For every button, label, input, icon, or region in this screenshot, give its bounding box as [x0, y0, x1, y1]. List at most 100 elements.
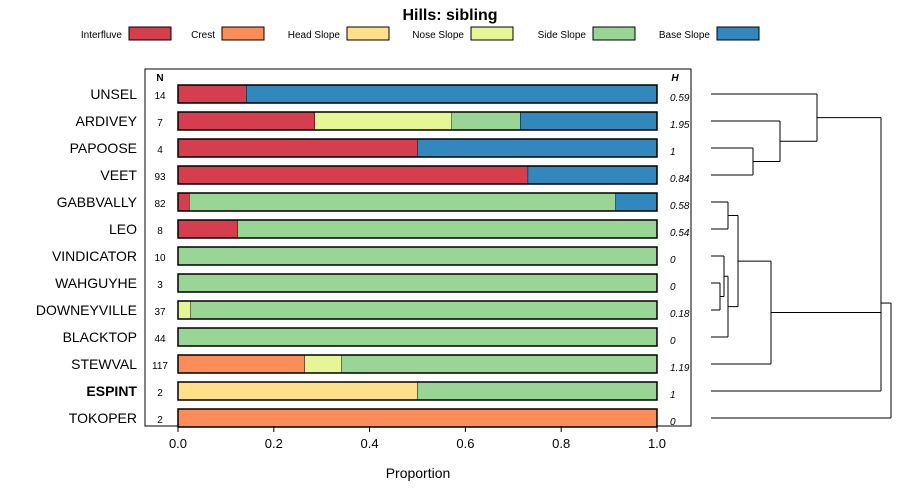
row-h-value: 0 [670, 282, 676, 293]
legend-swatch-nose-slope [470, 26, 514, 41]
bar-segment-interfluve [178, 112, 315, 130]
bar-segment-crest [178, 355, 305, 373]
row-ardivey: ARDIVEY 7 1.95 [76, 111, 690, 131]
bar-segment-side-slope [417, 382, 657, 400]
row-label: DOWNEYVILLE [36, 302, 137, 318]
bar-segment-crest [178, 409, 657, 427]
bar-segment-nose-slope [314, 112, 452, 130]
row-label: STEWVAL [71, 356, 137, 372]
bar-outline [177, 165, 658, 185]
row-h-value: 0 [670, 336, 676, 347]
bar-segment-side-slope [190, 301, 658, 319]
x-tick-label: 0.8 [552, 436, 570, 451]
row-n-value: 14 [154, 91, 166, 102]
bar-segment-interfluve [178, 139, 418, 157]
row-wahguyhe: WAHGUYHE 3 0 [55, 273, 676, 293]
bar-segment-base-slope [246, 85, 657, 103]
row-n-value: 82 [154, 199, 166, 210]
bar-segment-side-slope [451, 112, 521, 130]
row-h-value: 0.84 [670, 174, 690, 185]
row-label: GABBVALLY [57, 194, 138, 210]
row-label: LEO [109, 221, 137, 237]
legend-swatch-crest [221, 26, 265, 41]
legend-swatch-interfluve [128, 26, 172, 41]
row-h-value: 0.58 [670, 201, 690, 212]
row-label: WAHGUYHE [55, 275, 137, 291]
legend-label-side-slope: Side Slope [538, 30, 587, 41]
bar-segment-head-slope [178, 382, 418, 400]
bar-segment-side-slope [178, 328, 657, 346]
bar-segment-side-slope [189, 193, 616, 211]
bar-segment-side-slope [178, 247, 657, 265]
row-n-value: 8 [157, 226, 163, 237]
row-label: TOKOPER [69, 410, 137, 426]
row-espint: ESPINT 2 1 [86, 381, 676, 401]
row-n-value: 10 [154, 253, 166, 264]
row-n-value: 2 [157, 388, 163, 399]
row-papoose: PAPOOSE 4 1 [70, 138, 676, 158]
dendrogram [711, 93, 892, 419]
x-tick-label: 0.6 [456, 436, 474, 451]
row-n-value: 117 [152, 361, 168, 372]
row-n-value: 44 [154, 334, 166, 345]
legend-swatch-side-slope [592, 26, 636, 41]
row-n-value: 2 [157, 415, 163, 426]
row-label: ARDIVEY [76, 113, 138, 129]
x-axis: 0.0 0.2 0.4 0.6 0.8 1.0 [169, 426, 666, 451]
x-tick-label: 0.0 [169, 436, 187, 451]
row-label: BLACKTOP [63, 329, 137, 345]
legend-label-crest: Crest [191, 30, 215, 41]
row-n-value: 3 [157, 280, 163, 291]
bar-segment-base-slope [417, 139, 657, 157]
bar-outline [177, 327, 658, 347]
row-gabbvally: GABBVALLY 82 0.58 [57, 192, 690, 212]
row-label: VINDICATOR [52, 248, 137, 264]
legend-label-interfluve: Interfluve [81, 30, 123, 41]
bar-segment-nose-slope [178, 301, 191, 319]
bar-segment-base-slope [528, 166, 657, 184]
bar-segment-side-slope [178, 274, 657, 292]
chart-title: Hills: sibling [402, 7, 497, 24]
row-n-value: 7 [157, 118, 163, 129]
bar-segment-interfluve [178, 220, 238, 238]
row-unsel: UNSEL 14 0.59 [90, 84, 690, 104]
bar-outline [177, 246, 658, 266]
legend-swatch-head-slope [346, 26, 390, 41]
bar-outline [177, 300, 658, 320]
bar-outline [177, 408, 658, 428]
bar-segment-interfluve [178, 193, 190, 211]
row-h-value: 1 [670, 147, 676, 158]
row-h-value: 1 [670, 390, 676, 401]
row-leo: LEO 8 0.54 [109, 219, 690, 239]
n-column-header: N [156, 73, 163, 84]
legend-label-nose-slope: Nose Slope [412, 30, 464, 41]
legend-label-head-slope: Head Slope [288, 30, 341, 41]
bar-segment-base-slope [520, 112, 657, 130]
bar-outline [177, 84, 658, 104]
bar-rows: UNSEL 14 0.59 ARDIVEY 7 1.95 PAPOOSE 4 1 VEET 93 0.… [36, 84, 690, 428]
x-tick-label: 1.0 [648, 436, 666, 451]
bar-outline [177, 192, 658, 212]
row-label: UNSEL [90, 86, 137, 102]
row-n-value: 37 [154, 307, 166, 318]
bar-segment-base-slope [615, 193, 657, 211]
bar-outline [177, 381, 658, 401]
bar-segment-interfluve [178, 85, 247, 103]
x-axis-label: Proportion [386, 465, 451, 481]
row-veet: VEET 93 0.84 [100, 165, 690, 185]
bar-outline [177, 138, 658, 158]
row-blacktop: BLACKTOP 44 0 [63, 327, 676, 347]
h-column-header: H [671, 73, 679, 84]
bar-segment-side-slope [341, 355, 657, 373]
row-h-value: 0.54 [670, 228, 690, 239]
x-tick-label: 0.4 [361, 436, 379, 451]
row-label: VEET [100, 167, 137, 183]
row-h-value: 0 [670, 255, 676, 266]
bar-outline [177, 273, 658, 293]
bar-outline [177, 219, 658, 239]
row-label: PAPOOSE [70, 140, 137, 156]
legend-label-base-slope: Base Slope [659, 30, 711, 41]
row-h-value: 0.59 [670, 93, 690, 104]
bar-outline [177, 111, 658, 131]
